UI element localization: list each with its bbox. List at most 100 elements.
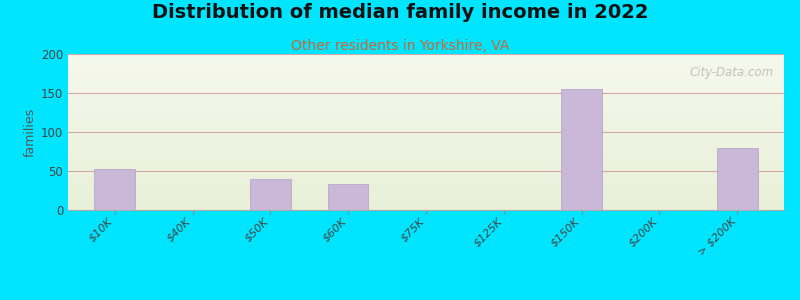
Bar — [68, 205, 784, 206]
Bar — [68, 160, 784, 161]
Bar — [68, 64, 784, 65]
Bar — [68, 58, 784, 59]
Bar — [68, 193, 784, 194]
Bar — [68, 164, 784, 165]
Bar — [68, 83, 784, 84]
Bar — [68, 90, 784, 91]
Bar — [68, 200, 784, 201]
Bar — [68, 100, 784, 101]
Bar — [68, 122, 784, 123]
Bar — [68, 101, 784, 102]
Bar — [68, 95, 784, 96]
Bar — [68, 94, 784, 95]
Bar — [68, 111, 784, 112]
Bar — [68, 140, 784, 141]
Bar — [68, 169, 784, 170]
Bar — [562, 89, 602, 210]
Bar — [68, 180, 784, 181]
Bar — [68, 127, 784, 128]
Bar — [68, 124, 784, 125]
Bar — [68, 206, 784, 207]
Bar — [68, 154, 784, 155]
Bar — [68, 190, 784, 191]
Bar — [68, 181, 784, 182]
Bar — [68, 56, 784, 57]
Bar — [68, 57, 784, 58]
Bar — [68, 89, 784, 90]
Bar — [68, 137, 784, 138]
Bar — [68, 104, 784, 105]
Bar — [68, 191, 784, 192]
Bar — [68, 107, 784, 108]
Bar — [68, 158, 784, 159]
Bar — [68, 134, 784, 135]
Bar — [68, 166, 784, 167]
Bar — [68, 70, 784, 71]
Bar — [68, 132, 784, 133]
Bar — [68, 179, 784, 180]
Bar — [68, 116, 784, 117]
Bar — [68, 194, 784, 195]
Bar — [68, 67, 784, 68]
Bar — [68, 182, 784, 183]
Bar — [68, 192, 784, 193]
Bar — [68, 196, 784, 197]
Bar — [68, 121, 784, 122]
Bar — [68, 156, 784, 157]
Bar — [68, 123, 784, 124]
Bar — [68, 87, 784, 88]
Bar — [250, 179, 290, 210]
Bar — [68, 145, 784, 146]
Bar — [68, 197, 784, 198]
Bar — [68, 54, 784, 55]
Bar — [68, 148, 784, 149]
Bar — [68, 115, 784, 116]
Bar — [68, 184, 784, 185]
Bar — [68, 69, 784, 70]
Bar — [68, 159, 784, 160]
Bar — [68, 98, 784, 99]
Bar — [68, 59, 784, 60]
Bar — [68, 168, 784, 169]
Bar — [68, 117, 784, 118]
Bar — [68, 142, 784, 143]
Bar — [68, 176, 784, 177]
Bar — [68, 135, 784, 136]
Bar — [68, 138, 784, 139]
Bar — [68, 80, 784, 81]
Bar — [68, 146, 784, 147]
Bar — [68, 85, 784, 86]
Bar — [68, 66, 784, 67]
Bar — [68, 60, 784, 61]
Bar — [68, 92, 784, 93]
Bar — [68, 105, 784, 106]
Bar — [68, 114, 784, 115]
Bar — [68, 125, 784, 126]
Bar — [68, 208, 784, 209]
Bar — [68, 174, 784, 175]
Bar — [68, 129, 784, 130]
Bar — [68, 73, 784, 74]
Bar — [68, 113, 784, 114]
Bar — [68, 183, 784, 184]
Bar — [68, 79, 784, 80]
Bar — [68, 81, 784, 82]
Bar — [68, 118, 784, 119]
Bar — [68, 109, 784, 110]
Bar — [68, 128, 784, 129]
Bar — [68, 78, 784, 79]
Bar — [68, 177, 784, 178]
Bar — [68, 204, 784, 205]
Bar — [68, 82, 784, 83]
Bar — [68, 144, 784, 145]
Bar — [68, 161, 784, 162]
Bar — [68, 169, 784, 170]
Bar — [68, 195, 784, 196]
Bar — [68, 68, 784, 69]
Bar — [68, 163, 784, 164]
Bar — [68, 152, 784, 153]
Bar — [68, 187, 784, 188]
Bar — [68, 143, 784, 144]
Bar — [68, 63, 784, 64]
Bar — [68, 171, 784, 172]
